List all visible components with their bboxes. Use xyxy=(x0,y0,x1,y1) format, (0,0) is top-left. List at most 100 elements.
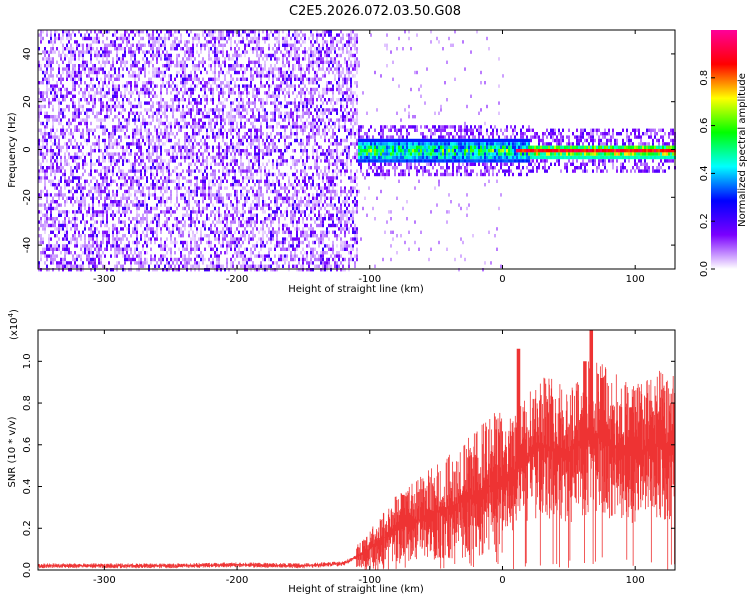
spectrogram-cell xyxy=(98,155,100,160)
spectrogram-cell xyxy=(180,77,182,81)
spectrogram-cell xyxy=(186,50,188,54)
spectrogram-cell xyxy=(224,152,226,156)
spectrogram-cell xyxy=(78,210,80,214)
spectrogram-cell xyxy=(112,74,114,78)
spectrogram-cell xyxy=(118,237,120,241)
spectrogram-cell xyxy=(200,230,202,234)
spectrogram-cell xyxy=(134,74,136,78)
spectrogram-cell xyxy=(286,81,288,85)
spectrogram-cell xyxy=(292,118,294,122)
spectrogram-cell xyxy=(50,244,52,248)
spectrogram-cell xyxy=(150,206,152,211)
spectrogram-cell xyxy=(244,200,246,204)
spectrogram-cell xyxy=(148,121,150,126)
spectrogram-cell xyxy=(94,247,96,251)
spectrogram-cell xyxy=(144,94,146,98)
spectrogram-cell xyxy=(114,104,116,109)
spectrogram-cell xyxy=(134,189,136,194)
spectrogram-cell xyxy=(124,247,126,251)
spectrogram-cell xyxy=(154,40,156,44)
spectrogram-cell xyxy=(162,210,164,214)
spectrogram-cell xyxy=(252,179,254,183)
spectrogram-cell xyxy=(92,176,94,180)
spectrogram-cell xyxy=(102,234,104,238)
spectrogram-cell xyxy=(110,40,112,44)
spectrogram-cell xyxy=(222,155,224,160)
spectrogram-cell xyxy=(62,125,64,129)
spectrogram-cell xyxy=(92,128,94,132)
spectrogram-cell xyxy=(82,261,84,265)
spectrogram-cell xyxy=(202,33,204,37)
spectrogram-cell xyxy=(188,152,190,156)
spectrogram-cell xyxy=(130,67,132,71)
spectrogram-cell xyxy=(100,186,102,190)
spectrogram-cell xyxy=(86,142,88,146)
spectrogram-cell xyxy=(286,172,288,177)
spectrogram-cell xyxy=(212,247,214,251)
spectrogram-cell xyxy=(268,43,270,47)
spectrogram-cell xyxy=(118,118,120,122)
spectrogram-cell xyxy=(128,159,130,163)
spectrogram-cell xyxy=(268,213,270,217)
spectrogram-cell xyxy=(268,196,270,200)
spectrogram-cell xyxy=(258,91,260,95)
spectrogram-cell xyxy=(166,189,168,194)
spectrogram-cell xyxy=(152,33,154,37)
spectrogram-cell xyxy=(180,67,182,71)
spectrogram-cell xyxy=(276,200,278,204)
spectrogram-cell xyxy=(188,217,190,221)
spectrogram-cell xyxy=(84,159,86,163)
spectrogram-cell xyxy=(260,132,262,136)
spectrogram-cell xyxy=(50,132,52,136)
spectrogram-cell xyxy=(92,101,94,105)
spectrogram-cell xyxy=(192,67,194,71)
spectrogram-cell xyxy=(190,268,192,272)
spectrogram-cell xyxy=(284,223,286,228)
spectrogram-cell xyxy=(264,101,266,105)
spectrogram-cell xyxy=(78,53,80,58)
spectrogram-cell xyxy=(218,189,220,194)
spectrogram-cell xyxy=(80,87,82,92)
spectrogram-cell xyxy=(278,77,280,81)
spectrogram-cell xyxy=(114,101,116,105)
spectrogram-cell xyxy=(172,115,174,119)
spectrogram-cell xyxy=(246,149,248,153)
spectrogram-cell xyxy=(154,159,156,163)
spectrogram-cell xyxy=(210,186,212,190)
spectrogram-cell xyxy=(116,159,118,163)
spectrogram-cell xyxy=(106,30,108,34)
spectrogram-cell xyxy=(112,213,114,217)
spectrogram-cell xyxy=(108,30,110,34)
spectrogram-cell xyxy=(140,162,142,166)
spectrogram-cell xyxy=(164,159,166,163)
spectrogram-cell xyxy=(250,223,252,228)
spectrogram-cell xyxy=(124,47,126,51)
spectrogram-cell xyxy=(212,77,214,81)
spectrogram-cell xyxy=(100,183,102,187)
spectrogram-cell xyxy=(196,244,198,248)
spectrogram-cell xyxy=(116,30,118,34)
spectrogram-cell xyxy=(74,244,76,248)
spectrogram-cell xyxy=(82,104,84,109)
spectrogram-cell xyxy=(230,162,232,166)
spectrogram-cell xyxy=(180,111,182,115)
spectrogram-cell xyxy=(96,186,98,190)
spectrogram-cell xyxy=(52,244,54,248)
spectrogram-cell xyxy=(206,193,208,197)
spectrogram-cell xyxy=(62,98,64,102)
spectrogram-cell xyxy=(136,217,138,221)
spectrogram-cell xyxy=(142,203,144,207)
spectrogram-cell xyxy=(94,169,96,173)
spectrogram-cell xyxy=(176,142,178,146)
spectrogram-cell xyxy=(48,234,50,238)
spectrogram-cell xyxy=(290,84,292,88)
spectrogram-cell xyxy=(180,152,182,156)
spectrogram-cell xyxy=(256,240,258,245)
spectrogram-cell xyxy=(218,210,220,214)
spectrogram-cell xyxy=(56,186,58,190)
spectrogram-cell xyxy=(222,47,224,51)
spectrogram-cell xyxy=(88,128,90,132)
spectrogram-cell xyxy=(238,91,240,95)
spectrogram-cell xyxy=(162,104,164,109)
spectrogram-cell xyxy=(234,53,236,58)
